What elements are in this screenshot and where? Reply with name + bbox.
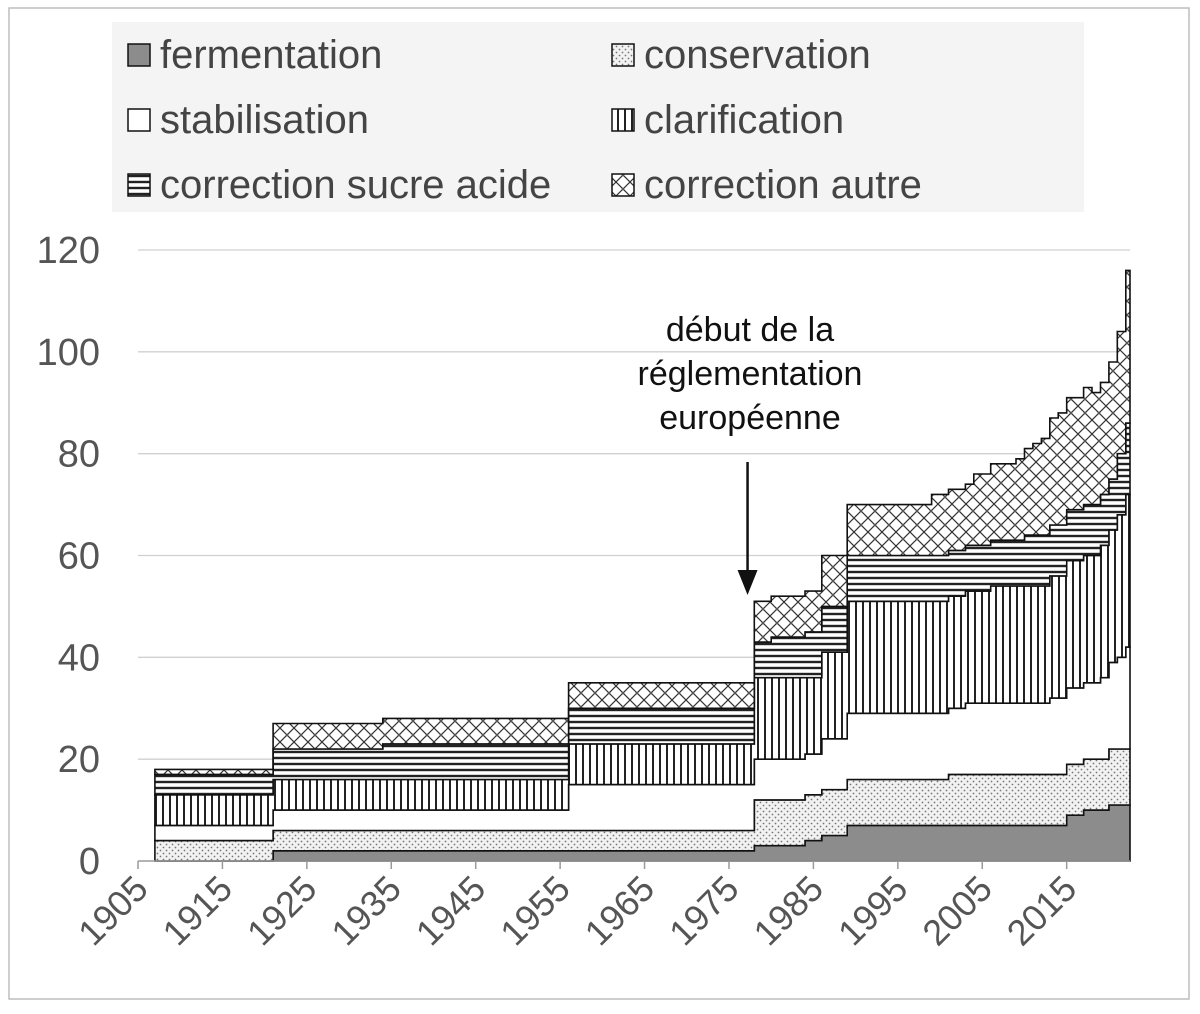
annotation-text-line: début de la — [666, 311, 834, 349]
y-tick-label: 0 — [79, 841, 100, 883]
legend: fermentation conservation stabilisation cla… — [127, 33, 922, 207]
y-tick-label: 100 — [37, 332, 100, 374]
legend-swatch — [127, 173, 151, 197]
legend-label: conservation — [644, 33, 871, 77]
legend-swatch — [611, 108, 635, 132]
legend-label: correction sucre acide — [160, 163, 551, 207]
legend-entry: conservation — [611, 33, 871, 77]
series-areas — [154, 269, 1131, 862]
legend-entry: stabilisation — [127, 98, 369, 142]
legend-entry: correction sucre acide — [127, 163, 551, 207]
legend-label: fermentation — [160, 33, 382, 77]
annotation-text-line: européenne — [659, 399, 841, 437]
legend-background — [112, 22, 1084, 212]
annotation: début de la réglementation européenne — [638, 311, 863, 595]
legend-entry: fermentation — [127, 33, 382, 77]
legend-label: clarification — [644, 98, 844, 142]
legend-label: stabilisation — [160, 98, 369, 142]
legend-entry: correction autre — [611, 163, 922, 207]
legend-swatch — [611, 43, 635, 67]
legend-label: correction autre — [644, 163, 922, 207]
y-tick-label: 120 — [37, 230, 100, 272]
legend-entry: clarification — [611, 98, 844, 142]
area-correction-autre — [154, 269, 1131, 776]
legend-swatch — [127, 108, 151, 132]
legend-swatch — [127, 43, 151, 67]
y-tick-label: 40 — [58, 637, 100, 679]
y-tick-label: 80 — [58, 434, 100, 476]
annotation-arrow-head — [737, 570, 758, 595]
annotation-text-line: réglementation — [638, 355, 863, 393]
legend-swatch — [611, 173, 635, 197]
y-tick-label: 60 — [58, 536, 100, 578]
y-tick-label: 20 — [58, 739, 100, 781]
